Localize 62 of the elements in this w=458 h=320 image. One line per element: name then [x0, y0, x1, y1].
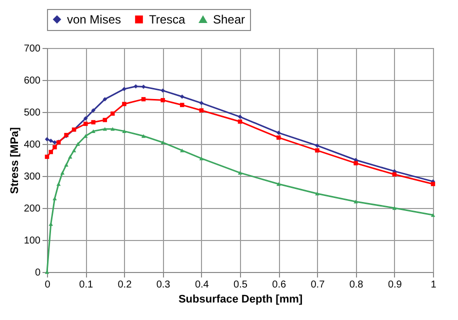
- y-tick-label: 200: [24, 204, 41, 214]
- legend-label: Shear: [213, 12, 246, 26]
- y-tick-label: 700: [24, 44, 41, 54]
- x-tick-label: 0.8: [349, 280, 364, 290]
- point: [392, 206, 397, 210]
- point: [141, 134, 146, 138]
- point: [52, 196, 57, 200]
- x-tick-label: 0.1: [79, 280, 94, 290]
- point: [83, 122, 88, 126]
- point: [430, 213, 436, 217]
- point: [56, 182, 61, 186]
- point: [76, 142, 80, 146]
- point: [160, 98, 165, 102]
- x-tick-label: 0.7: [310, 280, 326, 290]
- x-tick-label: 0.9: [388, 280, 402, 290]
- y-tick-label: 100: [24, 236, 41, 246]
- point: [354, 200, 358, 204]
- point: [102, 97, 108, 102]
- point: [48, 150, 53, 154]
- point: [276, 182, 281, 186]
- x-tick-label: 0.6: [272, 280, 286, 290]
- point: [238, 170, 242, 175]
- point: [315, 143, 320, 148]
- x-tick-label: 0.3: [156, 280, 171, 290]
- point: [180, 94, 184, 99]
- point: [44, 154, 50, 159]
- point: [64, 162, 68, 167]
- point: [52, 140, 57, 145]
- point: [68, 154, 72, 159]
- legend-label: von Mises: [67, 12, 122, 26]
- point: [122, 102, 126, 106]
- y-tick-label: 300: [24, 172, 41, 182]
- point: [276, 130, 281, 135]
- point: [83, 116, 88, 121]
- point: [141, 97, 146, 102]
- point: [60, 170, 65, 175]
- point: [160, 140, 165, 144]
- point: [52, 145, 57, 150]
- x-tick-label: 1: [430, 280, 437, 290]
- point: [48, 222, 53, 226]
- x-tick-label: 0.5: [234, 280, 248, 290]
- point: [110, 127, 115, 131]
- point: [122, 129, 126, 134]
- x-axis-title: Subsurface Depth [mm]: [178, 294, 303, 306]
- legend-label: Tresca: [149, 12, 186, 26]
- y-axis-title: Stress [MPa]: [8, 126, 21, 194]
- point: [102, 127, 108, 131]
- y-tick-label: 0: [34, 268, 41, 278]
- point: [48, 138, 53, 143]
- point: [315, 192, 320, 196]
- point: [354, 161, 358, 166]
- y-tick-label: 400: [24, 140, 41, 150]
- y-tick-label: 600: [24, 76, 41, 86]
- x-tick-label: 0.2: [118, 280, 132, 290]
- x-tick-label: 0: [44, 280, 51, 290]
- y-tick-label: 500: [24, 108, 41, 118]
- x-tick-label: 0.4: [194, 280, 210, 290]
- point: [134, 84, 138, 89]
- point: [91, 120, 96, 124]
- point: [91, 108, 96, 113]
- point: [315, 148, 320, 153]
- point: [199, 100, 204, 106]
